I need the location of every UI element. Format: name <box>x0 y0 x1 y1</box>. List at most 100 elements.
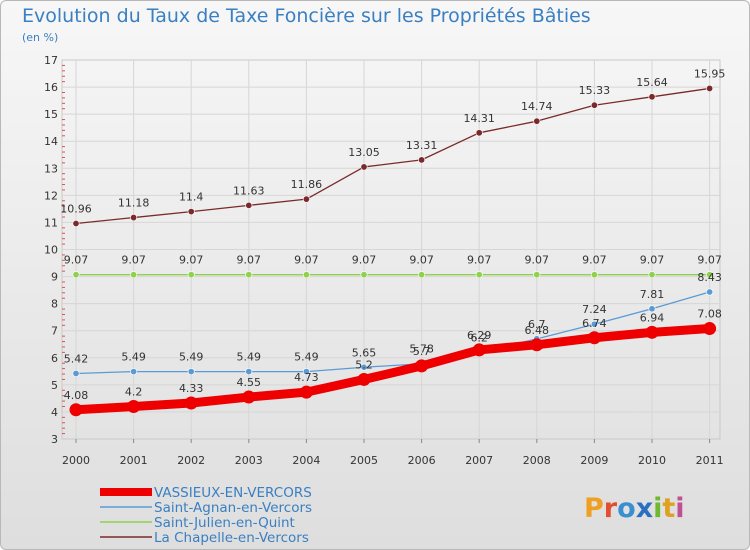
data-label: 6.74 <box>582 317 607 330</box>
data-label: 4.33 <box>179 382 204 395</box>
data-point <box>703 322 717 336</box>
data-point <box>706 288 714 296</box>
y-tick-label: 13 <box>44 162 58 175</box>
data-point <box>648 93 656 101</box>
data-point <box>533 117 541 125</box>
data-point <box>418 156 426 164</box>
data-label: 13.05 <box>348 146 380 159</box>
series-line <box>75 87 711 225</box>
data-point <box>706 84 714 92</box>
data-point <box>360 163 368 171</box>
x-tick-label: 2001 <box>120 454 148 467</box>
y-tick-label: 10 <box>44 244 58 257</box>
x-tick-label: 2011 <box>696 454 724 467</box>
chart-title: Evolution du Taux de Taxe Foncière sur l… <box>22 5 591 27</box>
data-label: 5.49 <box>179 351 204 364</box>
x-tick-label: 2005 <box>350 454 378 467</box>
data-label: 5.49 <box>237 351 262 364</box>
data-label: 5.7 <box>413 345 431 358</box>
data-label: 4.73 <box>294 371 319 384</box>
data-label: 9.07 <box>237 254 262 267</box>
x-tick-label: 2000 <box>62 454 90 467</box>
y-tick-label: 9 <box>51 271 58 284</box>
data-point <box>187 271 195 279</box>
data-point <box>302 368 310 376</box>
data-label: 4.2 <box>125 386 143 399</box>
data-label: 15.33 <box>579 84 611 97</box>
series-0 <box>69 322 717 417</box>
data-point <box>472 343 486 357</box>
legend-item: VASSIEUX-EN-VERCORS <box>100 485 312 501</box>
x-tick-label: 2007 <box>465 454 493 467</box>
data-label: 6.48 <box>525 324 550 337</box>
x-tick-label: 2004 <box>292 454 320 467</box>
data-point <box>69 403 83 417</box>
data-label: 5.49 <box>294 351 319 364</box>
data-label: 7.81 <box>640 288 665 301</box>
data-point <box>706 271 714 279</box>
data-point <box>648 271 656 279</box>
gridlines <box>62 60 720 439</box>
data-label: 4.55 <box>237 376 262 389</box>
data-label: 7.08 <box>697 308 722 321</box>
data-point <box>415 359 429 373</box>
data-point <box>418 271 426 279</box>
data-label: 10.96 <box>60 203 92 216</box>
data-label: 9.07 <box>121 254 146 267</box>
data-point <box>245 271 253 279</box>
data-label: 9.07 <box>294 254 319 267</box>
data-label: 5.49 <box>121 351 146 364</box>
x-axis: 2000 2001 2002 2003 2004 2005 2006 2007 2008 2009… <box>62 439 724 467</box>
x-tick-label: 2010 <box>638 454 666 467</box>
data-point <box>302 271 310 279</box>
data-point <box>72 220 80 228</box>
data-point <box>590 320 598 328</box>
y-tick-label: 12 <box>44 189 58 202</box>
y-tick-label: 5 <box>51 379 58 392</box>
y-tick-label: 14 <box>44 135 58 148</box>
data-label: 5.2 <box>355 358 373 371</box>
data-point <box>645 325 659 339</box>
data-point <box>302 195 310 203</box>
legend-label: VASSIEUX-EN-VERCORS <box>154 485 312 501</box>
data-label: 9.07 <box>64 254 89 267</box>
data-point <box>590 101 598 109</box>
data-label: 14.74 <box>521 100 553 113</box>
data-label: 6.2 <box>470 331 488 344</box>
data-point <box>187 368 195 376</box>
data-point <box>130 214 138 222</box>
data-point <box>360 363 368 371</box>
data-label: 5.78 <box>409 343 434 356</box>
legend-label: La Chapelle-en-Vercors <box>154 530 309 546</box>
data-point <box>475 271 483 279</box>
y-tick-label: 16 <box>44 81 58 94</box>
data-label: 5.42 <box>64 352 89 365</box>
x-tick-label: 2009 <box>580 454 608 467</box>
y-tick-label: 15 <box>44 108 58 121</box>
data-point <box>184 396 198 410</box>
data-point <box>245 201 253 209</box>
data-labels: 4.08 4.2 4.33 4.55 4.73 5.2 5.7 6.29 6.48 6.74 6.9… <box>60 67 725 401</box>
x-tick-label: 2002 <box>177 454 205 467</box>
data-point <box>360 271 368 279</box>
data-point <box>242 390 256 404</box>
data-label: 9.07 <box>467 254 492 267</box>
data-label: 9.07 <box>640 254 665 267</box>
x-tick-label: 2008 <box>523 454 551 467</box>
data-point <box>127 400 141 414</box>
legend: VASSIEUX-EN-VERCORSSaint-Agnan-en-Vercor… <box>100 485 312 546</box>
series-layer <box>69 84 717 417</box>
data-point <box>475 129 483 137</box>
data-point <box>533 271 541 279</box>
data-label: 11.18 <box>118 197 150 210</box>
proxiti-logo-text: Proxiti <box>584 493 685 524</box>
data-label: 7.24 <box>582 303 607 316</box>
legend-item: Saint-Agnan-en-Vercors <box>100 500 312 516</box>
data-label: 13.31 <box>406 139 438 152</box>
data-point <box>72 271 80 279</box>
data-label: 15.95 <box>694 67 726 80</box>
data-point <box>187 208 195 216</box>
data-label: 6.94 <box>640 311 665 324</box>
legend-item: Saint-Julien-en-Quint <box>100 515 295 531</box>
